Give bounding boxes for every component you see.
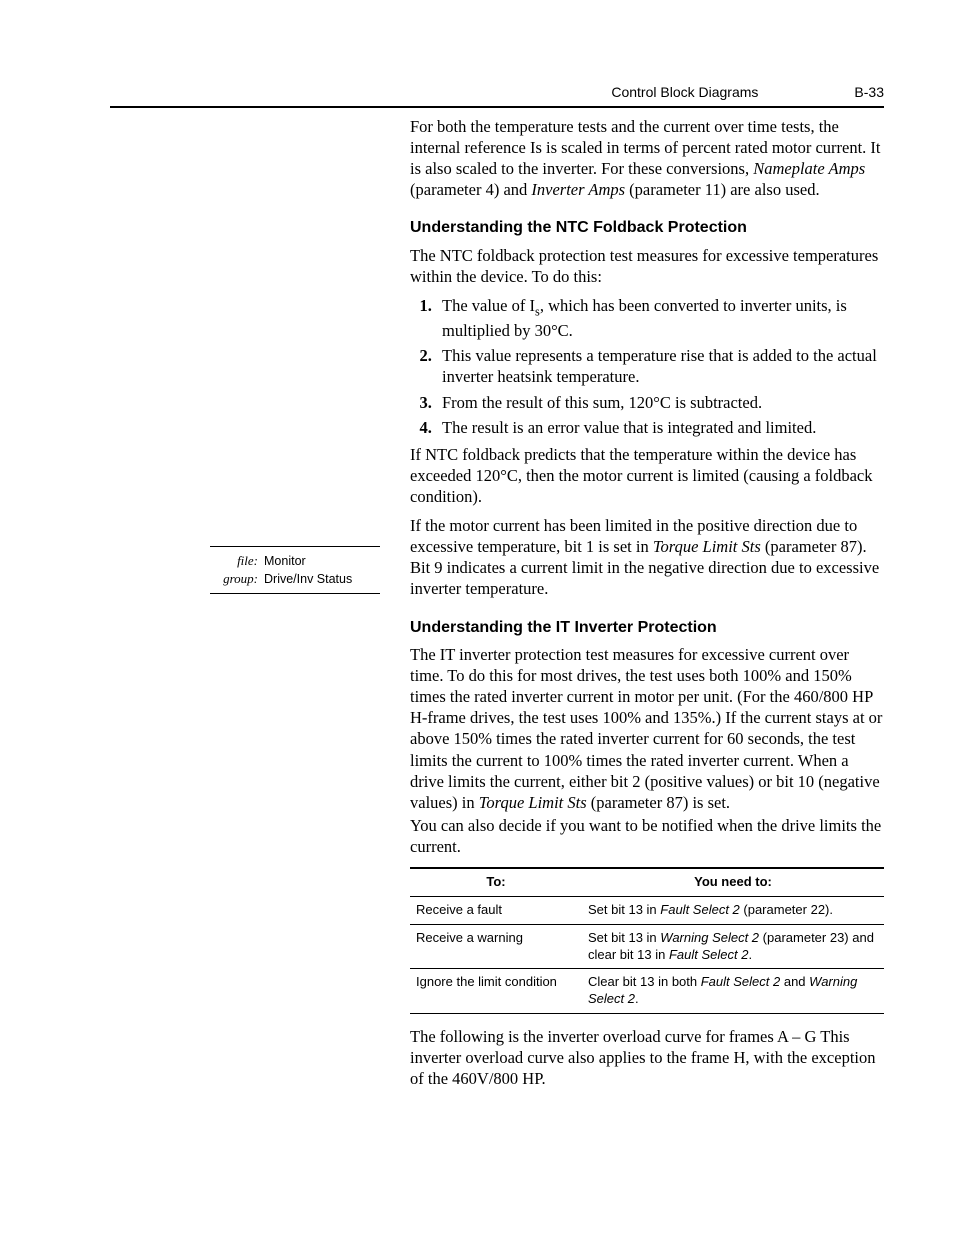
ntc-foldback-paragraph: If NTC foldback predicts that the temper… bbox=[410, 444, 884, 507]
text: (parameter 22). bbox=[740, 902, 833, 917]
param-torque-limit-sts: Torque Limit Sts bbox=[653, 537, 761, 556]
text: . bbox=[748, 947, 752, 962]
ntc-steps-list: The value of Is, which has been converte… bbox=[410, 295, 884, 438]
text: (parameter 4) and bbox=[410, 180, 531, 199]
table-row: Ignore the limit condition Clear bit 13 … bbox=[410, 969, 884, 1014]
content-area: file: Monitor group: Drive/Inv Status Fo… bbox=[110, 116, 884, 1098]
text: and bbox=[780, 974, 809, 989]
it-paragraph-1: The IT inverter protection test measures… bbox=[410, 644, 884, 813]
sidebar-row-group: group: Drive/Inv Status bbox=[210, 571, 380, 587]
text: Set bit 13 in bbox=[588, 930, 660, 945]
param-fault-select-2: Fault Select 2 bbox=[669, 947, 749, 962]
param-fault-select-2: Fault Select 2 bbox=[660, 902, 740, 917]
table-header-row: To: You need to: bbox=[410, 868, 884, 896]
it-paragraph-2: You can also decide if you want to be no… bbox=[410, 815, 884, 857]
table-row: Receive a warning Set bit 13 in Warning … bbox=[410, 924, 884, 969]
table-header-need: You need to: bbox=[582, 868, 884, 896]
table-header-to: To: bbox=[410, 868, 582, 896]
ntc-limit-paragraph: If the motor current has been limited in… bbox=[410, 515, 884, 599]
cell-action: Clear bit 13 in both Fault Select 2 and … bbox=[582, 969, 884, 1014]
running-head: Control Block Diagrams B-33 bbox=[110, 84, 884, 106]
ntc-intro-paragraph: The NTC foldback protection test measure… bbox=[410, 245, 884, 287]
text: The IT inverter protection test measures… bbox=[410, 645, 882, 812]
param-warning-select-2: Warning Select 2 bbox=[660, 930, 759, 945]
heading-it: Understanding the IT Inverter Protection bbox=[410, 618, 884, 638]
intro-paragraph: For both the temperature tests and the c… bbox=[410, 116, 884, 200]
step-1: The value of Is, which has been converte… bbox=[436, 295, 884, 341]
sidebar-group-value: Drive/Inv Status bbox=[264, 572, 352, 586]
cell-to: Ignore the limit condition bbox=[410, 969, 582, 1014]
header-title: Control Block Diagrams bbox=[611, 84, 758, 100]
cell-action: Set bit 13 in Warning Select 2 (paramete… bbox=[582, 924, 884, 969]
step-2: This value represents a temperature rise… bbox=[436, 345, 884, 387]
notification-table: To: You need to: Receive a fault Set bit… bbox=[410, 867, 884, 1014]
param-nameplate-amps: Nameplate Amps bbox=[753, 159, 865, 178]
margin-column: file: Monitor group: Drive/Inv Status bbox=[110, 116, 410, 1098]
curve-paragraph: The following is the inverter overload c… bbox=[410, 1026, 884, 1089]
text: The value of I bbox=[442, 296, 535, 315]
sidebar-row-file: file: Monitor bbox=[210, 553, 380, 569]
header-rule bbox=[110, 106, 884, 108]
sidebar-group-label: group: bbox=[210, 571, 264, 587]
text: Set bit 13 in bbox=[588, 902, 660, 917]
body-column: For both the temperature tests and the c… bbox=[410, 116, 884, 1098]
sidebar-file-label: file: bbox=[210, 553, 264, 569]
cell-to: Receive a fault bbox=[410, 896, 582, 924]
param-torque-limit-sts: Torque Limit Sts bbox=[479, 793, 587, 812]
page: Control Block Diagrams B-33 file: Monito… bbox=[0, 0, 954, 1235]
sidebar-reference-box: file: Monitor group: Drive/Inv Status bbox=[210, 546, 380, 594]
heading-ntc: Understanding the NTC Foldback Protectio… bbox=[410, 218, 884, 238]
text: Clear bit 13 in both bbox=[588, 974, 701, 989]
cell-action: Set bit 13 in Fault Select 2 (parameter … bbox=[582, 896, 884, 924]
param-fault-select-2: Fault Select 2 bbox=[701, 974, 781, 989]
text: (parameter 87) is set. bbox=[587, 793, 730, 812]
param-inverter-amps: Inverter Amps bbox=[531, 180, 625, 199]
step-4: The result is an error value that is int… bbox=[436, 417, 884, 438]
cell-to: Receive a warning bbox=[410, 924, 582, 969]
text: . bbox=[635, 991, 639, 1006]
table-row: Receive a fault Set bit 13 in Fault Sele… bbox=[410, 896, 884, 924]
step-3: From the result of this sum, 120°C is su… bbox=[436, 392, 884, 413]
header-page-number: B-33 bbox=[854, 84, 884, 100]
sidebar-file-value: Monitor bbox=[264, 554, 306, 568]
text: (parameter 11) are also used. bbox=[625, 180, 820, 199]
